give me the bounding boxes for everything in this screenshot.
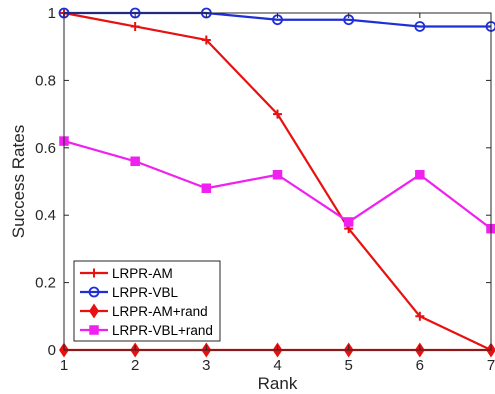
data-point (343, 217, 354, 227)
legend-item: LRPR-VBL+rand (80, 323, 213, 338)
y-tick-label: 0.2 (35, 275, 56, 292)
legend-item: LRPR-AM+rand (80, 303, 208, 319)
data-point (273, 109, 282, 119)
data-point (201, 183, 212, 193)
y-tick-label: 0 (48, 342, 56, 359)
series-lrpr-vbl (58, 7, 495, 32)
x-tick-label: 6 (416, 357, 424, 374)
axis-ticks: 1 2 3 4 5 6 7 0 0.2 0.4 0.6 0.8 1 (35, 5, 495, 374)
series-layer (58, 7, 495, 358)
series-lrpr-vbl-rand (59, 136, 495, 234)
legend-item: LRPR-VBL (80, 285, 179, 300)
legend-item: LRPR-AM (80, 266, 173, 281)
y-tick-label: 1 (48, 5, 56, 22)
data-point (130, 21, 140, 31)
y-tick-label: 0.8 (35, 72, 56, 89)
y-tick-label: 0.4 (35, 207, 56, 224)
x-tick-label: 3 (202, 357, 210, 374)
data-point (415, 311, 425, 321)
legend: LRPR-AM LRPR-VBL LRPR-AM+rand LRPR-VBL+rand (73, 260, 221, 342)
legend-marker (89, 303, 99, 319)
data-point (272, 170, 283, 180)
legend-marker (88, 286, 100, 298)
legend-label: LRPR-VBL (112, 285, 179, 300)
x-tick-label: 4 (273, 357, 281, 374)
x-axis-label: Rank (258, 374, 298, 393)
y-axis-label: Success Rates (9, 125, 28, 238)
data-point (130, 156, 140, 167)
data-point (201, 35, 211, 45)
legend-label: LRPR-VBL+rand (112, 323, 213, 338)
data-point (414, 21, 426, 32)
legend-marker (89, 268, 99, 278)
x-tick-label: 7 (487, 357, 495, 374)
series-line (63, 140, 492, 230)
y-tick-label: 0.6 (35, 140, 56, 157)
x-tick-label: 1 (60, 357, 68, 374)
legend-marker (89, 325, 99, 335)
x-tick-label: 2 (131, 357, 139, 374)
legend-label: LRPR-AM+rand (112, 304, 208, 319)
data-point (415, 170, 425, 180)
legend-label: LRPR-AM (112, 266, 173, 281)
x-tick-label: 5 (344, 357, 352, 374)
